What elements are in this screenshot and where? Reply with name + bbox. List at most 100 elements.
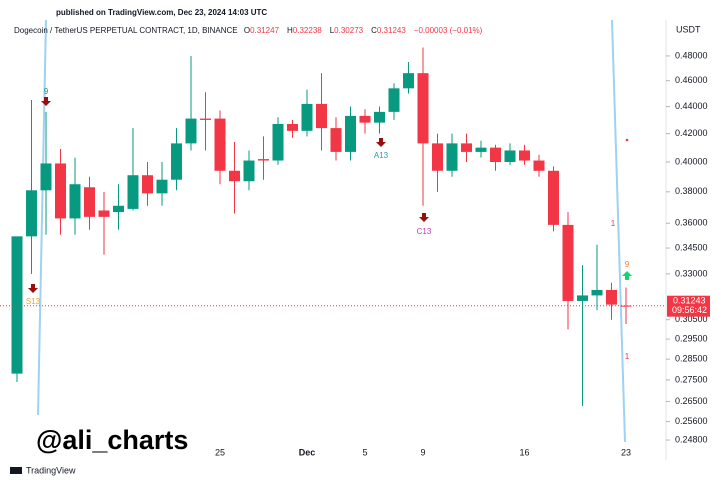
legend: Dogecoin / TetherUS PERPETUAL CONTRACT, … <box>14 26 486 35</box>
y-tick-label: 0.40000 <box>675 156 708 166</box>
candle-body <box>591 289 603 296</box>
candle-body <box>258 159 269 161</box>
ohlc-item: O0.31247 <box>244 26 283 35</box>
candle-body <box>359 115 371 123</box>
logo <box>10 467 22 474</box>
candle-body <box>533 160 545 171</box>
x-tick-label: 5 <box>362 447 367 457</box>
candle-body <box>316 103 327 129</box>
signal-arrow <box>419 213 429 222</box>
trend-line <box>611 19 626 443</box>
currency: USDT <box>676 24 701 34</box>
ohlc-item: C0.31243 <box>371 26 410 35</box>
trend-line <box>37 19 47 416</box>
candle-body <box>11 236 23 374</box>
candle-body <box>40 163 52 191</box>
annotation: 9 <box>625 260 630 269</box>
candle-body <box>446 143 458 171</box>
x-tick-label: 23 <box>621 447 631 457</box>
y-tick-label: 0.42000 <box>675 128 708 138</box>
candle-body <box>214 118 226 171</box>
signal-arrow <box>622 271 632 280</box>
candle-body <box>26 190 37 237</box>
candle-body <box>403 73 414 89</box>
brand: TradingView <box>26 465 76 475</box>
ohlc-letter: O <box>243 26 251 35</box>
candle-body <box>461 143 472 152</box>
annotation: 1 <box>611 219 616 228</box>
y-tick-label: 0.36000 <box>675 218 708 228</box>
y-tick-label: 0.27500 <box>675 374 708 384</box>
candle-body <box>330 128 342 152</box>
candle-body <box>287 123 298 131</box>
x-tick-label: 9 <box>420 447 425 457</box>
x-tick-label: 25 <box>215 447 225 457</box>
change: −0.00003 (−0.01%) <box>413 26 483 35</box>
y-tick-label: 0.44000 <box>675 101 708 111</box>
price-tag <box>667 295 710 317</box>
candle-body <box>272 123 284 161</box>
candle-body <box>577 295 588 301</box>
y-tick-label: 0.30500 <box>675 314 708 324</box>
annotation: C13 <box>417 227 432 236</box>
ohlc-item: L0.30273 <box>330 26 367 35</box>
x-tick-label: 16 <box>519 447 529 457</box>
annotation: 1 <box>625 352 630 361</box>
y-tick-label: 0.29500 <box>675 333 708 343</box>
candle-body <box>200 118 211 120</box>
y-tick-label: 0.34500 <box>675 242 708 252</box>
candle-body <box>374 111 385 123</box>
candle-body <box>475 147 487 152</box>
candle-body <box>243 160 255 182</box>
candle-body <box>504 150 516 162</box>
candle-body <box>171 143 182 180</box>
ohlc-letter: C <box>371 26 377 35</box>
annotation: 9 <box>44 87 49 96</box>
symbol: Dogecoin / TetherUS PERPETUAL CONTRACT, … <box>14 26 238 35</box>
ohlc-letter: L <box>329 26 335 35</box>
ohlc-value: 0.31247 <box>250 26 280 35</box>
candle-body <box>98 210 110 217</box>
candle-body <box>548 170 559 225</box>
candle-body <box>229 170 240 182</box>
y-tick-label: 0.26500 <box>675 396 708 406</box>
candle-body <box>69 184 81 219</box>
candle-body <box>113 205 124 213</box>
ohlc-letter: H <box>287 26 293 35</box>
ohlc-value: 0.32238 <box>292 26 322 35</box>
ohlc-item: H0.32238 <box>287 26 326 35</box>
signal-arrow <box>376 138 386 147</box>
candle-body <box>490 147 501 162</box>
candle-body <box>432 143 443 171</box>
y-tick-label: 0.25600 <box>675 416 708 426</box>
x-tick-label: Dec <box>299 447 316 457</box>
candle-body <box>55 163 66 219</box>
candle-body <box>388 88 400 112</box>
candle-body <box>156 179 168 194</box>
signal-arrow <box>28 284 38 293</box>
candle-body <box>562 224 574 301</box>
candle-body <box>142 175 153 194</box>
y-tick-label: 0.46000 <box>675 75 708 85</box>
candle-body <box>84 187 95 217</box>
signal-dot <box>625 138 629 142</box>
ohlc-value: 0.31243 <box>376 26 406 35</box>
annotation: S13 <box>26 297 41 306</box>
y-tick-label: 0.33000 <box>675 268 708 278</box>
candle-body <box>185 118 197 144</box>
candle-body <box>606 289 617 305</box>
last-price: 0.31243 <box>673 296 706 306</box>
y-tick-label: 0.48000 <box>675 50 708 60</box>
candle-body <box>301 103 313 131</box>
candle-body <box>345 115 356 152</box>
annotation: A13 <box>374 151 389 160</box>
signal-arrow <box>41 97 51 106</box>
watermark: @ali_charts <box>36 425 188 455</box>
y-tick-label: 0.38000 <box>675 186 708 196</box>
countdown: 09:56:42 <box>672 305 707 315</box>
y-tick-label: 0.28500 <box>675 354 708 364</box>
published: published on TradingView.com, Dec 23, 20… <box>56 8 268 17</box>
candle-body <box>620 305 632 307</box>
